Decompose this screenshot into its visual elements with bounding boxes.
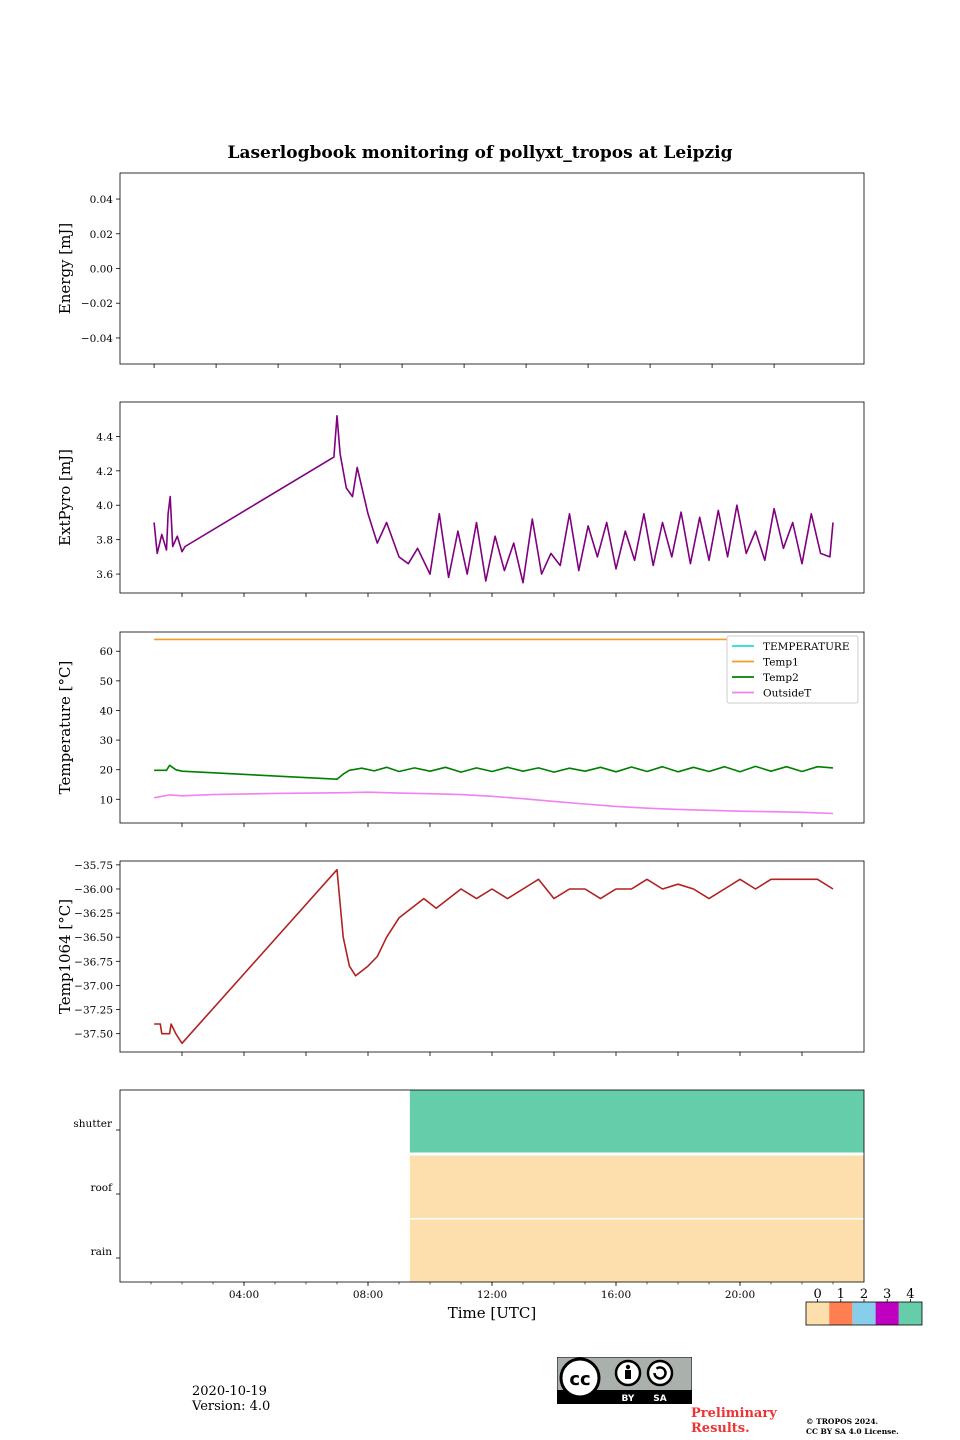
colorbar-swatch-1 [829, 1302, 853, 1325]
temperature-axes-frame [119, 631, 865, 824]
colorbar-swatch-4 [898, 1302, 922, 1325]
colorbar-label: 2 [860, 1287, 868, 1302]
y-tick-label: 3.8 [96, 535, 113, 547]
sa-label: SA [653, 1394, 666, 1404]
y-tick-label: 20 [100, 765, 113, 777]
colorbar-swatch-0 [806, 1302, 830, 1325]
extpyro-panel: 3.6 3.8 4.0 4.2 4.4 ExtPyro [mJ] [56, 401, 865, 597]
y-axis-label: ExtPyro [mJ] [56, 449, 74, 546]
row-label-rain: rain [91, 1246, 113, 1258]
y-tick-label: 4.4 [96, 431, 113, 443]
x-tick-label: 04:00 [229, 1289, 259, 1301]
status-panel: shutter roof rain 04:00 08:00 12:00 16:00 20:00… [73, 1089, 923, 1326]
energy-panel: 0.04 0.02 0.00 −0.02 −0.04 Energy [mJ] [56, 172, 865, 368]
sa-icon [646, 1359, 674, 1387]
x-tick-label: 16:00 [601, 1289, 631, 1301]
y-tick-label: −37.50 [74, 1029, 113, 1041]
temp1064-panel: −35.75 −36.00 −36.25 −36.50 −36.75 −37.00 −37.… [56, 860, 865, 1056]
row-label-roof: roof [90, 1182, 113, 1194]
y-tick-label: 0.02 [90, 229, 113, 241]
y-tick-label: 4.0 [96, 500, 113, 512]
y-tick-label: −36.75 [74, 956, 113, 968]
y-tick-label: −37.00 [74, 980, 113, 992]
y-tick-label: 40 [100, 705, 113, 717]
date-version-block: 2020-10-19 Version: 4.0 [192, 1384, 270, 1414]
status-axes-frame [119, 1089, 865, 1283]
series-line-temp1064 [154, 868, 834, 1045]
x-tick-label: 12:00 [477, 1289, 507, 1301]
x-tick-label: 20:00 [725, 1289, 755, 1301]
y-tick-label: 0.04 [90, 194, 114, 206]
y-tick-label: 50 [100, 676, 113, 688]
series-line-extpyro [153, 415, 834, 584]
preliminary-results-text: Preliminary Results. [691, 1406, 777, 1436]
by-label: BY [622, 1394, 635, 1404]
legend-box [726, 635, 859, 704]
status-block-rain [409, 1219, 864, 1282]
y-axis-label: Temp1064 [°C] [56, 899, 74, 1014]
series-line-outsidet [153, 791, 834, 815]
status-block-roof [409, 1155, 864, 1218]
x-axis-label: Time [UTC] [448, 1304, 537, 1322]
status-block-shutter [409, 1090, 864, 1153]
legend-label: OutsideT [763, 688, 811, 700]
y-axis-label: Energy [mJ] [56, 223, 74, 314]
date-text: 2020-10-19 [192, 1384, 267, 1399]
y-tick-label: 60 [100, 646, 113, 658]
legend-label: Temp1 [763, 657, 799, 669]
y-tick-label: −36.50 [74, 932, 113, 944]
svg-text:cc: cc [569, 1369, 590, 1390]
version-text: Version: 4.0 [192, 1399, 271, 1414]
colorbar-frame [805, 1301, 923, 1326]
x-tick-label: 08:00 [353, 1289, 383, 1301]
y-tick-label: −0.02 [81, 298, 113, 310]
y-tick-label: −0.04 [81, 333, 113, 345]
y-tick-label: −36.00 [74, 884, 113, 896]
row-label-shutter: shutter [73, 1118, 113, 1130]
colorbar-label: 3 [883, 1287, 891, 1302]
series-line-temp2 [154, 764, 834, 780]
figure-title: Laserlogbook monitoring of pollyxt_tropo… [227, 143, 732, 163]
y-tick-label: 3.6 [96, 569, 113, 581]
y-tick-label: −36.25 [74, 908, 113, 920]
legend-label: Temp2 [763, 672, 799, 684]
cc-by-sa-logo: cc BY SA [557, 1357, 692, 1404]
legend-label: TEMPERATURE [763, 641, 850, 653]
colorbar-label: 1 [837, 1287, 845, 1302]
y-tick-label: 4.2 [96, 466, 113, 478]
energy-axes-frame [119, 172, 865, 365]
colorbar-label: 4 [906, 1287, 914, 1302]
copyright-text: © TROPOS 2024. CC BY SA 4.0 License. [806, 1417, 899, 1436]
colorbar-swatch-3 [875, 1302, 899, 1325]
colorbar-label: 0 [813, 1287, 821, 1302]
y-tick-label: 0.00 [90, 264, 113, 276]
temperature-panel: 10 20 30 40 50 60 Temperature [°C] TEMPERATURE T… [56, 631, 865, 827]
temp1064-axes-frame [119, 860, 865, 1053]
y-tick-label: −35.75 [74, 860, 113, 872]
extpyro-axes-frame [119, 401, 865, 594]
colorbar-swatch-2 [852, 1302, 876, 1325]
y-tick-label: 30 [100, 735, 113, 747]
y-axis-label: Temperature [°C] [56, 661, 74, 795]
y-tick-label: −37.25 [74, 1005, 113, 1017]
y-tick-label: 10 [100, 794, 113, 806]
